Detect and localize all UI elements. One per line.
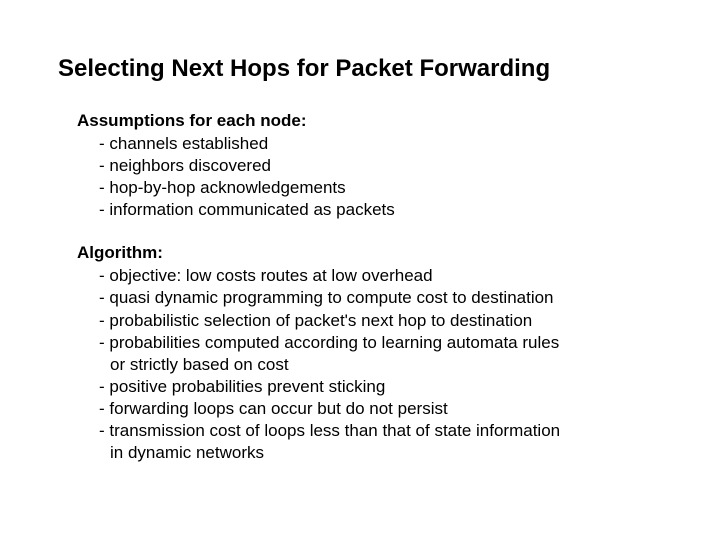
bullet-list: channels establishedneighbors discovered… — [99, 133, 660, 221]
sections-container: Assumptions for each node:channels estab… — [60, 111, 660, 464]
bullet-continuation: in dynamic networks — [110, 442, 660, 464]
bullet-item: quasi dynamic programming to compute cos… — [99, 287, 660, 309]
bullet-item: neighbors discovered — [99, 155, 660, 177]
bullet-item: forwarding loops can occur but do not pe… — [99, 398, 660, 420]
bullet-item: objective: low costs routes at low overh… — [99, 265, 660, 287]
bullet-item: transmission cost of loops less than tha… — [99, 420, 660, 442]
slide-title: Selecting Next Hops for Packet Forwardin… — [58, 55, 660, 83]
section: Algorithm:objective: low costs routes at… — [77, 243, 660, 464]
bullet-item: information communicated as packets — [99, 199, 660, 221]
section-heading: Assumptions for each node: — [77, 111, 660, 131]
bullet-item: channels established — [99, 133, 660, 155]
bullet-list: objective: low costs routes at low overh… — [99, 265, 660, 464]
section-heading: Algorithm: — [77, 243, 660, 263]
section: Assumptions for each node:channels estab… — [77, 111, 660, 221]
bullet-item: probabilities computed according to lear… — [99, 332, 660, 354]
bullet-item: probabilistic selection of packet's next… — [99, 310, 660, 332]
bullet-item: positive probabilities prevent sticking — [99, 376, 660, 398]
bullet-continuation: or strictly based on cost — [110, 354, 660, 376]
bullet-item: hop-by-hop acknowledgements — [99, 177, 660, 199]
